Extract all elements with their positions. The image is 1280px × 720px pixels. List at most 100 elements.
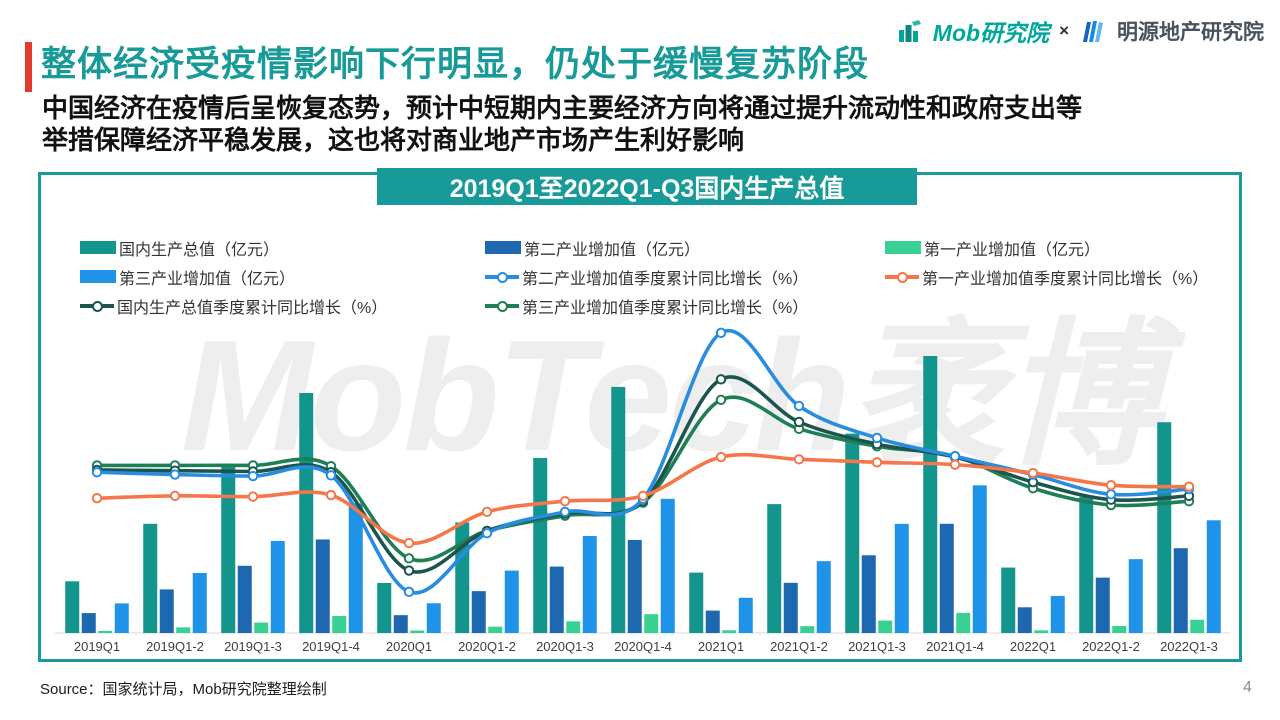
- bar-1-2020Q1-4: [627, 539, 642, 633]
- bar-1-2019Q1: [81, 613, 96, 633]
- bar-1-2019Q1-4: [315, 539, 330, 633]
- chart-title: 2019Q1至2022Q1-Q3国内生产总值: [449, 174, 845, 203]
- legend-line-swatch: [485, 271, 519, 283]
- bar-2-2022Q1: [1034, 630, 1049, 633]
- bar-3-2019Q1-3: [270, 540, 285, 633]
- legend-label: 第三产业增加值（亿元）: [119, 270, 296, 288]
- legend-item: 国内生产总值季度累计同比增长（%）: [80, 291, 387, 320]
- bar-2-2021Q1-2: [800, 626, 815, 633]
- title-accent-bar: [25, 42, 32, 92]
- bar-0-2020Q1: [377, 582, 392, 633]
- bar-0-2021Q1-3: [845, 433, 860, 633]
- mingyuan-logo-icon: [1079, 17, 1107, 45]
- line-marker-3-2019Q1-4: [325, 489, 337, 501]
- bar-3-2020Q1-2: [504, 570, 519, 633]
- bar-3-2020Q1-4: [660, 498, 675, 633]
- line-marker-2-2020Q1: [403, 586, 415, 598]
- line-marker-2-2020Q1-3: [559, 506, 571, 518]
- line-marker-3-2022Q1-2: [1105, 480, 1117, 491]
- bar-2-2019Q1-4: [332, 615, 347, 633]
- source-note: Source：国家统计局，Mob研究院整理绘制: [40, 681, 327, 698]
- x-axis-label: 2020Q1-4: [614, 639, 672, 654]
- chart-title-banner: 2019Q1至2022Q1-Q3国内生产总值: [377, 168, 917, 205]
- bar-0-2022Q1-2: [1079, 496, 1094, 633]
- growth-line-2: [95, 328, 1191, 595]
- logo-row: Mob研究院 × 明源地产研究院: [897, 14, 1264, 48]
- page-number: 4: [1243, 679, 1252, 696]
- bar-2-2021Q1-3: [878, 620, 893, 633]
- legend-label: 第三产业增加值季度累计同比增长（%）: [522, 299, 809, 317]
- line-marker-3-2022Q1-3: [1183, 481, 1195, 492]
- x-axis-label: 2020Q1-2: [458, 639, 516, 654]
- bar-1-2022Q1-2: [1095, 577, 1110, 633]
- legend-label: 国内生产总值季度累计同比增长（%）: [117, 299, 388, 317]
- line-marker-2-2021Q1-3: [871, 432, 883, 444]
- bar-3-2022Q1-2: [1128, 559, 1143, 633]
- bar-1-2019Q1-3: [237, 565, 252, 633]
- bar-3-2022Q1: [1050, 595, 1065, 633]
- bar-1-2021Q1-3: [861, 555, 876, 633]
- line-marker-1-2020Q1: [403, 565, 415, 576]
- bar-3-2019Q1-2: [192, 572, 207, 633]
- x-axis-label: 2019Q1: [74, 639, 120, 654]
- line-marker-3-2019Q1-2: [169, 490, 181, 502]
- bar-3-2019Q1: [114, 603, 129, 633]
- bar-2-2020Q1-2: [488, 626, 503, 633]
- line-marker-3-2022Q1: [1027, 467, 1039, 479]
- line-marker-2-2019Q1-4: [325, 470, 337, 481]
- bar-1-2021Q1-2: [783, 582, 798, 633]
- x-axis-label: 2020Q1: [386, 639, 432, 654]
- bar-0-2019Q1-3: [221, 463, 236, 633]
- mob-logo-icon: [897, 18, 923, 44]
- legend-item: 第三产业增加值（亿元）: [80, 262, 387, 291]
- legend-label: 国内生产总值（亿元）: [119, 241, 280, 259]
- bar-3-2022Q1-3: [1206, 520, 1221, 633]
- line-marker-3-2020Q1-2: [481, 506, 493, 518]
- line-marker-3-2019Q1: [91, 492, 103, 504]
- bar-0-2019Q1: [65, 581, 80, 633]
- page-subtitle-line2: 举措保障经济平稳发展，这也将对商业地产市场产生利好影响: [42, 125, 745, 155]
- x-axis-label: 2019Q1-4: [302, 639, 360, 654]
- bar-0-2022Q1: [1001, 567, 1016, 633]
- bar-2-2019Q1-2: [176, 627, 191, 633]
- x-axis-label: 2020Q1-3: [536, 639, 594, 654]
- line-marker-2-2019Q1-2: [169, 469, 181, 480]
- legend-column: 第二产业增加值（亿元） 第二产业增加值季度累计同比增长（%） 第三产业增加值季度累计…: [485, 233, 808, 320]
- gdp-combo-chart: 2019Q1 2019Q1-2 2019Q1-3 2019Q1-4 2020Q1 2020…: [55, 327, 1231, 654]
- line-marker-2-2021Q1: [715, 327, 727, 339]
- bar-0-2019Q1-2: [143, 523, 158, 633]
- line-marker-3-2021Q1-2: [793, 454, 805, 465]
- bar-3-2019Q1-4: [348, 503, 363, 633]
- line-marker-2-2019Q1: [91, 467, 103, 478]
- bar-3-2020Q1-3: [582, 536, 597, 633]
- legend-item: 第一产业增加值（亿元）: [885, 233, 1208, 262]
- bar-2-2021Q1-4: [956, 612, 971, 633]
- legend-column: 国内生产总值（亿元） 第三产业增加值（亿元） 国内生产总值季度累计同比增长（%）: [80, 233, 387, 320]
- bar-2-2019Q1-3: [254, 622, 269, 633]
- bar-1-2021Q1: [705, 610, 720, 633]
- x-axis-label: 2021Q1-3: [848, 639, 906, 654]
- bar-0-2021Q1: [689, 572, 704, 633]
- bar-2-2020Q1-3: [566, 621, 581, 633]
- line-marker-1-2021Q1: [715, 374, 727, 385]
- line-marker-3-2020Q1-3: [559, 496, 571, 507]
- legend-line-swatch: [80, 300, 114, 312]
- bar-3-2021Q1: [738, 597, 753, 633]
- bar-2-2021Q1: [722, 630, 737, 633]
- bar-2-2020Q1-4: [644, 614, 659, 633]
- x-axis-label: 2022Q1: [1010, 639, 1056, 654]
- legend-label: 第一产业增加值季度累计同比增长（%）: [922, 270, 1209, 288]
- line-marker-2-2021Q1-4: [949, 451, 961, 462]
- legend-line-swatch: [885, 271, 919, 283]
- bar-2-2022Q1-2: [1112, 625, 1127, 633]
- line-marker-2-2021Q1-2: [793, 400, 805, 412]
- bar-2-2022Q1-3: [1190, 619, 1205, 633]
- line-marker-3-2020Q1-4: [637, 490, 649, 502]
- bar-3-2021Q1-3: [894, 523, 909, 633]
- chart-frame: MobTech袤博 2019Q1 2019Q1-2 2019Q1-3 2019Q1-4…: [38, 172, 1242, 662]
- x-axis-label: 2019Q1-2: [146, 639, 204, 654]
- x-axis-label: 2021Q1: [698, 639, 744, 654]
- bar-0-2019Q1-4: [299, 393, 314, 633]
- bar-1-2022Q1-3: [1173, 548, 1188, 633]
- bar-0-2020Q1-4: [611, 386, 626, 633]
